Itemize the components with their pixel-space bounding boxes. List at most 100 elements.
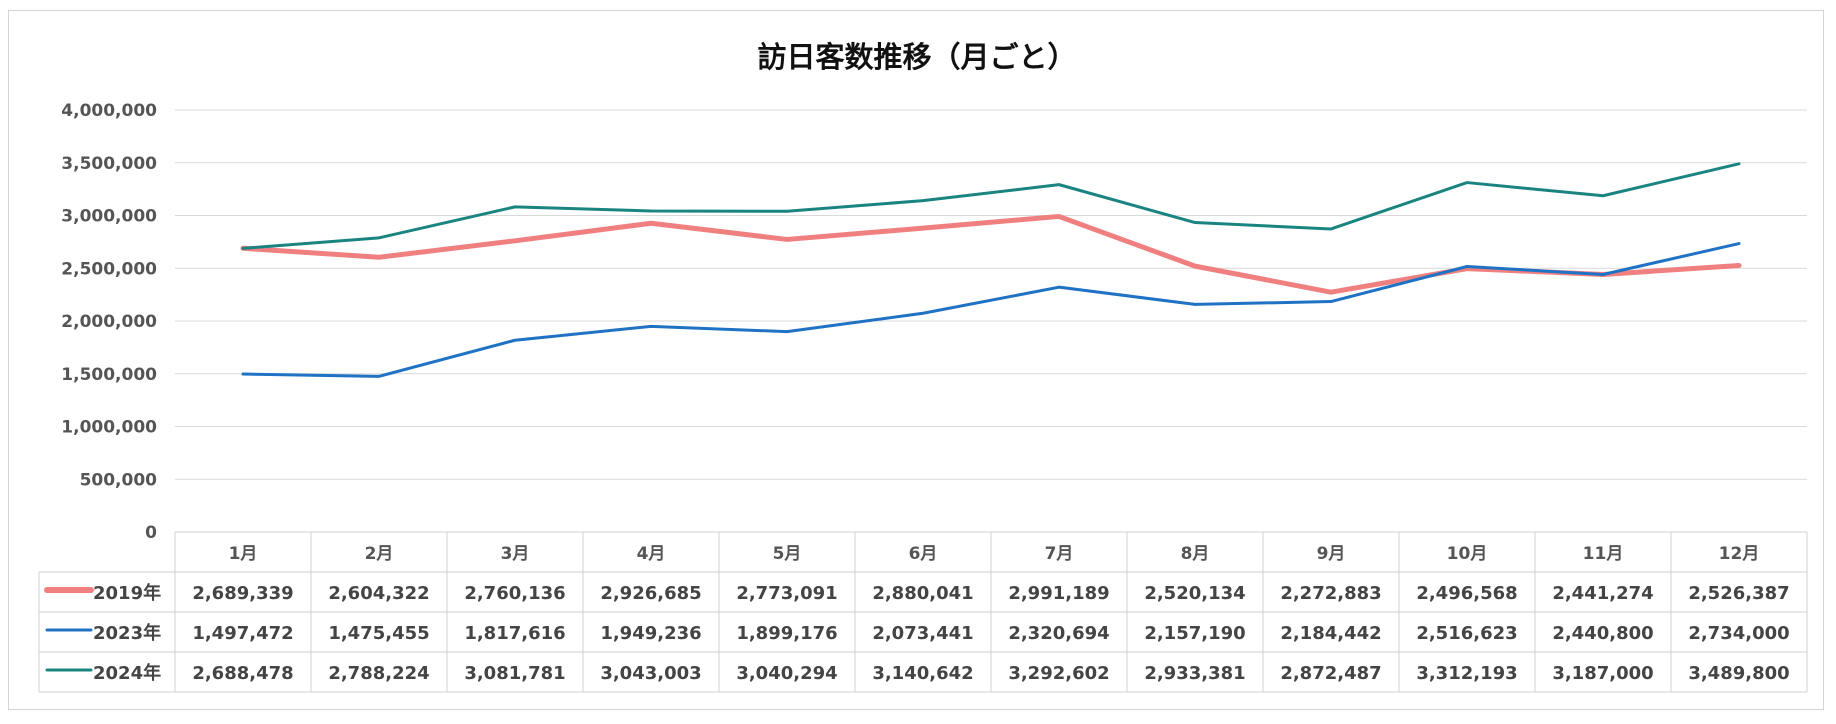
x-tick-label: 1月 bbox=[229, 544, 258, 564]
data-label: 1,817,616 bbox=[464, 623, 565, 644]
data-point bbox=[1058, 215, 1061, 218]
x-tick-label: 8月 bbox=[1181, 544, 1210, 564]
data-label: 2,272,883 bbox=[1280, 583, 1381, 604]
data-label: 1,949,236 bbox=[600, 623, 701, 644]
legend-label: 2023年 bbox=[93, 622, 161, 644]
data-point bbox=[1194, 303, 1197, 306]
series-line-2023年 bbox=[241, 242, 1741, 378]
data-point bbox=[1602, 273, 1605, 276]
x-tick-label: 10月 bbox=[1447, 544, 1488, 564]
data-label: 2,933,381 bbox=[1144, 663, 1245, 684]
x-tick-label: 11月 bbox=[1583, 544, 1624, 564]
data-point bbox=[650, 222, 653, 225]
data-point bbox=[514, 339, 517, 342]
data-point bbox=[650, 209, 653, 212]
data-point bbox=[1194, 221, 1197, 224]
y-tick-label: 500,000 bbox=[80, 470, 158, 490]
data-label: 2,734,000 bbox=[1688, 623, 1789, 644]
data-label: 2,773,091 bbox=[736, 583, 837, 604]
data-point bbox=[922, 312, 925, 315]
data-label: 2,872,487 bbox=[1280, 663, 1381, 684]
chart-frame: 訪日客数推移（月ごと） 0 500,000 1,000,000 1,500,000 2,… bbox=[8, 10, 1824, 710]
data-point bbox=[514, 205, 517, 208]
line-chart: 訪日客数推移（月ごと） 0 500,000 1,000,000 1,500,000 2,… bbox=[38, 40, 1808, 693]
data-point bbox=[1330, 291, 1333, 294]
data-label: 3,187,000 bbox=[1552, 663, 1653, 684]
data-label: 2,880,041 bbox=[872, 583, 973, 604]
data-label: 2,926,685 bbox=[600, 583, 701, 604]
x-tick-label: 7月 bbox=[1045, 544, 1074, 564]
x-tick-label: 12月 bbox=[1719, 544, 1760, 564]
data-label: 2,184,442 bbox=[1280, 623, 1381, 644]
data-label: 2,157,190 bbox=[1144, 623, 1245, 644]
y-tick-label: 1,500,000 bbox=[61, 365, 157, 385]
series-layer bbox=[240, 162, 1742, 378]
data-point bbox=[786, 330, 789, 333]
data-point bbox=[1466, 181, 1469, 184]
y-tick-label: 4,000,000 bbox=[61, 101, 157, 121]
data-label: 2,520,134 bbox=[1144, 583, 1245, 604]
data-point bbox=[1602, 194, 1605, 197]
data-label: 2,991,189 bbox=[1008, 583, 1109, 604]
y-axis-ticks: 0 500,000 1,000,000 1,500,000 2,000,000 2,500… bbox=[61, 101, 157, 543]
x-tick-label: 2月 bbox=[365, 544, 394, 564]
data-point bbox=[1466, 265, 1469, 268]
grid-layer bbox=[175, 109, 1807, 480]
data-point bbox=[514, 239, 517, 242]
data-label: 3,312,193 bbox=[1416, 663, 1517, 684]
data-table: 1月 2月 3月 4月 5月 6月 7月 8月 9月 10月 11月 12月 2019年 2,689,33… bbox=[38, 531, 1808, 693]
legend-label: 2024年 bbox=[93, 662, 161, 684]
data-point bbox=[1738, 264, 1741, 267]
series-line-2024年 bbox=[241, 162, 1741, 250]
data-point bbox=[786, 238, 789, 241]
data-label: 2,073,441 bbox=[872, 623, 973, 644]
x-tick-label: 6月 bbox=[909, 544, 938, 564]
data-point bbox=[1058, 286, 1061, 289]
data-label: 3,040,294 bbox=[736, 663, 837, 684]
data-label: 2,320,694 bbox=[1008, 623, 1109, 644]
legend-label: 2019年 bbox=[93, 582, 161, 604]
data-label: 2,788,224 bbox=[328, 663, 429, 684]
data-point bbox=[1058, 183, 1061, 186]
data-label: 1,475,455 bbox=[328, 623, 429, 644]
y-tick-label: 2,000,000 bbox=[61, 312, 157, 332]
data-point bbox=[922, 227, 925, 230]
data-label: 2,688,478 bbox=[192, 663, 293, 684]
data-label: 2,440,800 bbox=[1552, 623, 1653, 644]
data-point bbox=[786, 210, 789, 213]
chart-title: 訪日客数推移（月ごと） bbox=[757, 40, 1076, 74]
data-label: 2,760,136 bbox=[464, 583, 565, 604]
data-label: 2,604,322 bbox=[328, 583, 429, 604]
data-label: 1,497,472 bbox=[192, 623, 293, 644]
data-label: 3,081,781 bbox=[464, 663, 565, 684]
data-point bbox=[378, 236, 381, 239]
data-point bbox=[1738, 242, 1741, 245]
y-tick-label: 3,000,000 bbox=[61, 207, 157, 227]
data-label: 2,441,274 bbox=[1552, 583, 1653, 604]
data-label: 3,292,602 bbox=[1008, 663, 1109, 684]
data-point bbox=[242, 373, 245, 376]
data-point bbox=[378, 256, 381, 259]
data-point bbox=[1330, 300, 1333, 303]
x-tick-label: 9月 bbox=[1317, 544, 1346, 564]
x-tick-label: 4月 bbox=[637, 544, 666, 564]
data-label: 3,043,003 bbox=[600, 663, 701, 684]
y-tick-label: 0 bbox=[145, 523, 157, 543]
data-point bbox=[1330, 227, 1333, 230]
data-label: 2,526,387 bbox=[1688, 583, 1789, 604]
data-point bbox=[1738, 162, 1741, 165]
data-label: 3,140,642 bbox=[872, 663, 973, 684]
x-tick-label: 3月 bbox=[501, 544, 530, 564]
data-label: 2,516,623 bbox=[1416, 623, 1517, 644]
y-tick-label: 1,000,000 bbox=[61, 418, 157, 438]
data-label: 3,489,800 bbox=[1688, 663, 1789, 684]
y-tick-label: 3,500,000 bbox=[61, 154, 157, 174]
data-label: 1,899,176 bbox=[736, 623, 837, 644]
data-point bbox=[922, 199, 925, 202]
y-tick-label: 2,500,000 bbox=[61, 259, 157, 279]
x-tick-label: 5月 bbox=[773, 544, 802, 564]
data-label: 2,496,568 bbox=[1416, 583, 1517, 604]
data-label: 2,689,339 bbox=[192, 583, 293, 604]
data-point bbox=[650, 325, 653, 328]
data-point bbox=[1194, 265, 1197, 268]
